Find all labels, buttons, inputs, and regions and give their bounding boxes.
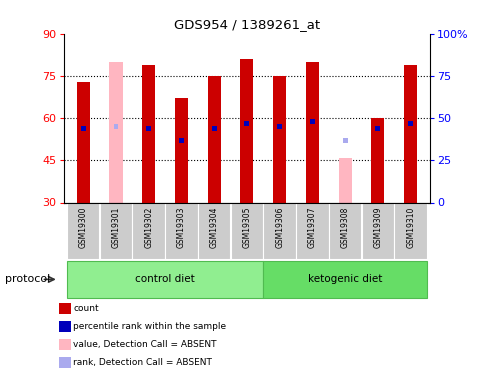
Bar <box>309 119 314 124</box>
Bar <box>394 202 426 259</box>
Bar <box>113 124 118 129</box>
Bar <box>277 124 282 129</box>
Bar <box>81 126 85 131</box>
Bar <box>179 138 183 142</box>
Bar <box>403 65 416 203</box>
Bar <box>67 202 99 259</box>
Bar <box>407 121 412 126</box>
Text: count: count <box>73 304 99 313</box>
Bar <box>207 76 220 202</box>
Bar <box>338 158 351 203</box>
Text: rank, Detection Call = ABSENT: rank, Detection Call = ABSENT <box>73 358 212 367</box>
Text: control diet: control diet <box>135 274 195 284</box>
Bar <box>370 118 384 202</box>
Bar <box>67 261 263 298</box>
Text: protocol: protocol <box>5 274 50 284</box>
Text: GSM19304: GSM19304 <box>209 207 218 249</box>
Bar <box>240 59 253 202</box>
Text: ketogenic diet: ketogenic diet <box>307 274 382 284</box>
Text: GSM19307: GSM19307 <box>307 207 316 249</box>
Bar <box>263 261 426 298</box>
Bar <box>198 202 230 259</box>
Title: GDS954 / 1389261_at: GDS954 / 1389261_at <box>174 18 319 31</box>
Text: percentile rank within the sample: percentile rank within the sample <box>73 322 226 331</box>
Bar <box>165 202 197 259</box>
Text: GSM19309: GSM19309 <box>373 207 382 249</box>
Bar <box>328 202 361 259</box>
Bar <box>142 65 155 203</box>
Bar <box>100 202 132 259</box>
Bar <box>361 202 393 259</box>
Bar <box>342 138 347 142</box>
Text: GSM19308: GSM19308 <box>340 207 349 248</box>
Bar <box>109 62 122 202</box>
Bar <box>230 202 263 259</box>
Bar <box>244 121 249 126</box>
Bar <box>175 99 187 202</box>
Bar <box>132 202 164 259</box>
Bar <box>296 202 328 259</box>
Text: GSM19302: GSM19302 <box>144 207 153 248</box>
Text: GSM19305: GSM19305 <box>242 207 251 249</box>
Text: GSM19310: GSM19310 <box>406 207 414 248</box>
Bar <box>263 202 295 259</box>
Text: value, Detection Call = ABSENT: value, Detection Call = ABSENT <box>73 340 216 349</box>
Bar <box>211 126 216 131</box>
Bar <box>375 126 380 131</box>
Bar <box>77 82 90 203</box>
Text: GSM19303: GSM19303 <box>177 207 185 249</box>
Bar <box>146 126 151 131</box>
Text: GSM19300: GSM19300 <box>79 207 87 249</box>
Text: GSM19301: GSM19301 <box>111 207 120 248</box>
Bar <box>273 76 285 202</box>
Text: GSM19306: GSM19306 <box>275 207 284 249</box>
Bar <box>305 62 318 202</box>
